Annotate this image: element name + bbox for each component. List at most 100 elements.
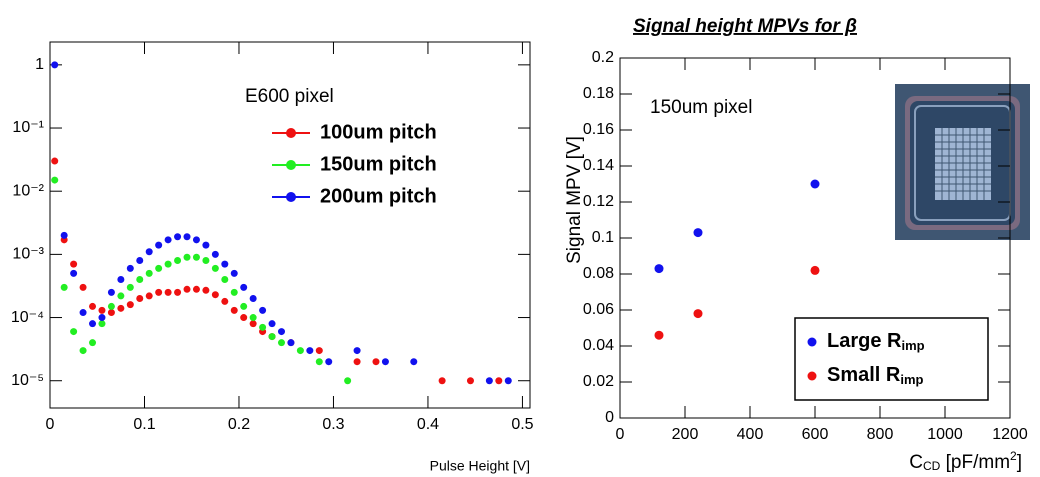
data-point bbox=[98, 314, 106, 322]
data-point bbox=[230, 269, 238, 277]
y-tick-label: 0.18 bbox=[583, 85, 614, 102]
data-point bbox=[249, 314, 257, 322]
x-tick-label: 400 bbox=[737, 426, 764, 443]
x-axis-label-part: 2 bbox=[1010, 449, 1017, 463]
data-point bbox=[183, 285, 191, 293]
y-tick-label: 0.02 bbox=[583, 373, 614, 390]
data-point bbox=[107, 288, 115, 296]
data-point bbox=[221, 297, 229, 305]
data-point bbox=[315, 347, 323, 355]
data-point bbox=[126, 264, 134, 272]
data-point bbox=[259, 323, 267, 331]
data-point bbox=[70, 260, 78, 268]
annotation: E600 pixel bbox=[245, 86, 334, 107]
data-point bbox=[353, 358, 361, 366]
x-axis-label-part: ] bbox=[1017, 452, 1022, 473]
data-point bbox=[89, 339, 97, 347]
legend-label: 200um pitch bbox=[320, 185, 437, 207]
y-tick-label: 10⁻³ bbox=[12, 246, 44, 263]
y-tick-label: 10⁻¹ bbox=[12, 119, 44, 136]
legend-marker bbox=[286, 192, 296, 202]
legend-marker bbox=[807, 337, 817, 347]
data-point bbox=[174, 256, 182, 264]
legend-label-main: Large R bbox=[827, 330, 902, 352]
data-point bbox=[287, 339, 295, 347]
legend-label: Small Rimp bbox=[827, 364, 924, 387]
data-point bbox=[174, 233, 182, 241]
data-point bbox=[315, 358, 323, 366]
x-axis-label-part: C bbox=[909, 452, 923, 473]
data-point bbox=[136, 276, 144, 284]
data-point bbox=[164, 260, 172, 268]
data-point bbox=[240, 314, 248, 322]
data-point bbox=[202, 241, 210, 249]
x-tick-label: 0.4 bbox=[417, 416, 439, 433]
data-point bbox=[466, 377, 474, 385]
data-point bbox=[79, 347, 87, 355]
data-point bbox=[693, 309, 703, 319]
data-point bbox=[240, 283, 248, 291]
data-point bbox=[192, 253, 200, 261]
y-tick-label: 10⁻⁵ bbox=[11, 372, 44, 389]
data-point bbox=[381, 358, 389, 366]
legend-box bbox=[794, 317, 989, 401]
data-point bbox=[259, 306, 267, 314]
y-tick-label: 0.04 bbox=[583, 337, 614, 354]
data-point bbox=[145, 269, 153, 277]
data-point bbox=[117, 292, 125, 300]
data-point bbox=[202, 286, 210, 294]
data-point bbox=[410, 358, 418, 366]
data-point bbox=[211, 250, 219, 258]
chip-photo bbox=[895, 84, 1030, 240]
data-point bbox=[296, 347, 304, 355]
x-axis-label-part: [pF/mm bbox=[940, 452, 1010, 473]
x-tick-label: 600 bbox=[802, 426, 829, 443]
data-point bbox=[654, 264, 664, 274]
data-point bbox=[117, 304, 125, 312]
data-point bbox=[249, 320, 257, 328]
data-point bbox=[192, 236, 200, 244]
legend-marker bbox=[286, 128, 296, 138]
data-point bbox=[136, 295, 144, 303]
x-tick-label: 1200 bbox=[992, 426, 1028, 443]
plot-frame bbox=[49, 41, 531, 409]
data-point bbox=[98, 306, 106, 314]
data-point bbox=[810, 179, 820, 189]
data-point bbox=[192, 285, 200, 293]
data-point bbox=[372, 358, 380, 366]
data-point bbox=[353, 347, 361, 355]
data-point bbox=[155, 241, 163, 249]
data-point bbox=[504, 377, 512, 385]
x-tick-label: 0.5 bbox=[511, 416, 533, 433]
y-tick-label: 1 bbox=[35, 56, 44, 73]
data-point bbox=[211, 264, 219, 272]
data-point bbox=[306, 347, 314, 355]
legend-label: Large Rimp bbox=[827, 330, 925, 353]
data-point bbox=[79, 283, 87, 291]
data-point bbox=[60, 283, 68, 291]
data-point bbox=[693, 228, 703, 238]
data-point bbox=[89, 302, 97, 310]
data-point bbox=[89, 320, 97, 328]
annotation: 150um pixel bbox=[650, 97, 752, 118]
data-point bbox=[79, 309, 87, 317]
data-point bbox=[230, 288, 238, 296]
x-tick-label: 0 bbox=[616, 426, 625, 443]
data-point bbox=[221, 276, 229, 284]
data-point bbox=[70, 269, 78, 277]
data-point bbox=[136, 256, 144, 264]
x-tick-label: 0 bbox=[46, 416, 55, 433]
y-tick-label: 0.14 bbox=[583, 157, 614, 174]
data-point bbox=[51, 157, 59, 165]
data-point bbox=[211, 291, 219, 299]
data-point bbox=[277, 328, 285, 336]
legend-marker bbox=[286, 160, 296, 170]
data-point bbox=[98, 320, 106, 328]
y-tick-label: 0.12 bbox=[583, 193, 614, 210]
data-point bbox=[145, 292, 153, 300]
data-point bbox=[60, 231, 68, 239]
data-point bbox=[70, 328, 78, 336]
x-tick-label: 0.2 bbox=[228, 416, 250, 433]
data-point bbox=[183, 233, 191, 241]
x-tick-label: 0.1 bbox=[133, 416, 155, 433]
